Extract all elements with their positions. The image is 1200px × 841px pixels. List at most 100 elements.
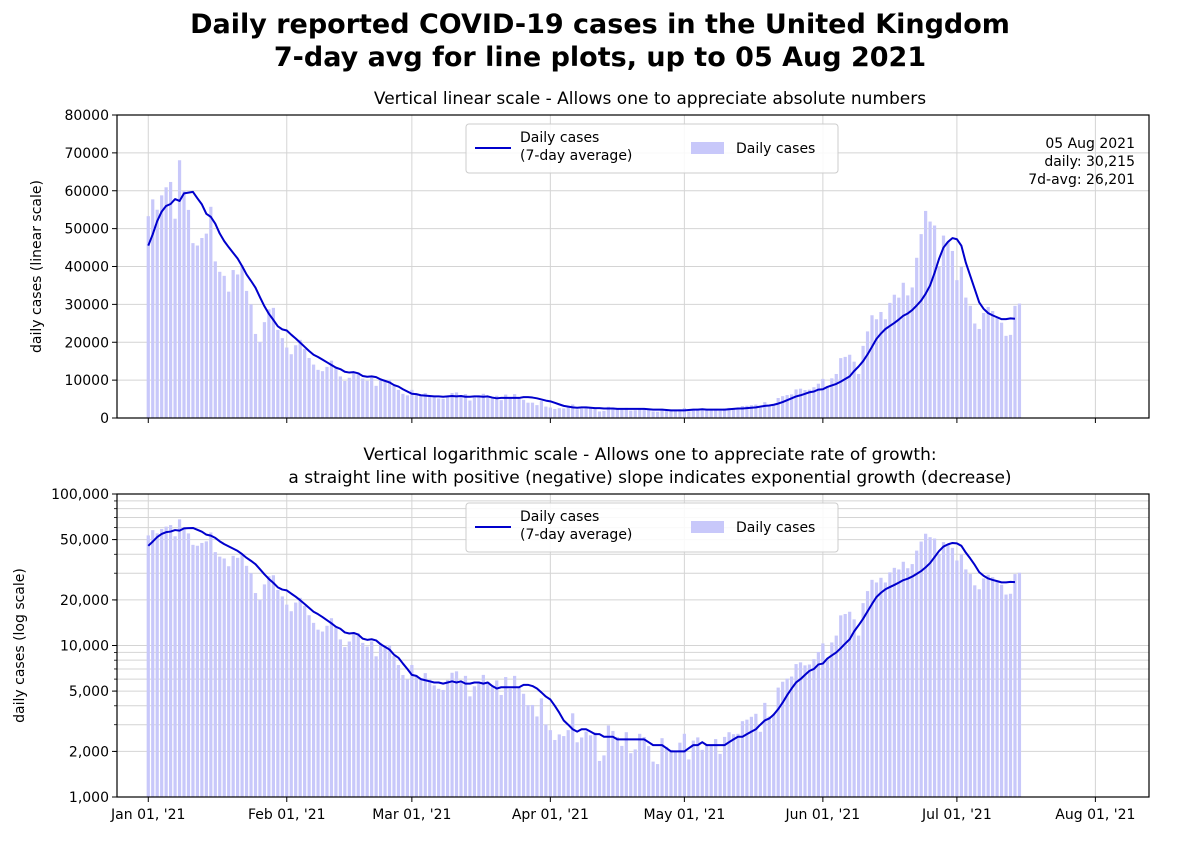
bar-daily-cases	[320, 631, 325, 797]
figure-title-line1: Daily reported COVID-19 cases in the Uni…	[190, 9, 1010, 40]
bar-daily-cases	[924, 533, 928, 797]
gridlines	[117, 114, 1149, 419]
legend: Daily cases (7-day average) Daily cases	[465, 123, 839, 174]
bar-daily-cases	[955, 280, 959, 418]
bar-daily-cases	[423, 673, 427, 797]
bar-daily-cases	[754, 404, 758, 418]
bar-daily-cases	[758, 731, 762, 797]
bar-daily-cases	[289, 611, 293, 797]
bar-daily-cases	[539, 401, 544, 418]
bar-daily-cases	[597, 760, 602, 797]
x-tick-label: May 01, '21	[643, 807, 725, 823]
bar-daily-cases	[450, 672, 454, 797]
bar-daily-cases	[606, 406, 611, 418]
bar-daily-cases	[834, 373, 838, 418]
bar-daily-cases	[928, 221, 932, 418]
bar-daily-cases	[405, 679, 409, 797]
bar-daily-cases	[682, 408, 686, 418]
bar-daily-cases	[915, 550, 919, 797]
bar-daily-cases	[504, 394, 508, 418]
bar-daily-cases	[374, 385, 378, 418]
bar-daily-cases	[620, 409, 624, 418]
bar-daily-cases	[495, 395, 499, 418]
bar-daily-cases	[370, 641, 374, 797]
bar-daily-cases	[325, 625, 329, 797]
bar-daily-cases	[874, 319, 879, 418]
daily-cases-bars	[146, 160, 1022, 418]
bar-daily-cases	[513, 675, 517, 797]
bar-daily-cases	[852, 619, 856, 797]
bar-daily-cases	[423, 393, 427, 418]
annotation-line: 7d-avg: 26,201	[1028, 172, 1135, 188]
y-tick-label: 100,000	[51, 487, 109, 503]
bar-daily-cases	[441, 689, 445, 797]
log-panel-title-line1: Vertical logarithmic scale - Allows one …	[363, 445, 936, 465]
bar-daily-cases	[186, 533, 191, 797]
bar-daily-cases	[834, 635, 838, 797]
bar-daily-cases	[669, 749, 673, 797]
bar-daily-cases	[343, 381, 347, 418]
bar-daily-cases	[1017, 572, 1022, 797]
bar-daily-cases	[258, 599, 262, 797]
bar-daily-cases	[682, 733, 686, 797]
bar-daily-cases	[642, 736, 646, 797]
bar-daily-cases	[495, 680, 499, 797]
bar-daily-cases	[919, 541, 923, 797]
bar-daily-cases	[289, 354, 293, 418]
bar-daily-cases	[280, 338, 284, 418]
bar-daily-cases	[343, 647, 347, 797]
bar-daily-cases	[807, 389, 812, 418]
bar-daily-cases	[499, 694, 503, 797]
bar-daily-cases	[678, 742, 682, 797]
bar-daily-cases	[673, 752, 678, 797]
bar-daily-cases	[696, 408, 700, 418]
bar-daily-cases	[584, 731, 588, 797]
bar-daily-cases	[736, 408, 740, 418]
bar-daily-cases	[477, 396, 481, 418]
bar-daily-cases	[218, 271, 222, 418]
bar-daily-cases	[303, 605, 307, 797]
bar-daily-cases	[539, 698, 544, 797]
bar-daily-cases	[352, 372, 356, 418]
bar-daily-cases	[1008, 593, 1013, 797]
line-7day-average	[147, 526, 1016, 753]
bar-daily-cases	[504, 677, 508, 797]
bar-daily-cases	[347, 641, 351, 797]
bar-daily-cases	[463, 394, 468, 418]
bar-daily-cases	[557, 734, 561, 797]
bar-daily-cases	[253, 593, 258, 797]
bar-daily-cases	[932, 538, 937, 797]
bar-daily-cases	[758, 407, 762, 418]
bar-daily-cases	[718, 410, 722, 418]
bar-daily-cases	[870, 315, 874, 418]
bar-daily-cases	[544, 406, 548, 418]
legend-bar-swatch	[691, 142, 724, 154]
bar-daily-cases	[481, 674, 485, 797]
x-tick-label: Apr 01, '21	[512, 807, 589, 823]
bar-daily-cases	[807, 664, 812, 797]
bar-daily-cases	[352, 633, 356, 797]
bar-daily-cases	[428, 395, 432, 418]
bar-daily-cases	[410, 665, 414, 797]
bar-daily-cases	[231, 270, 235, 418]
bar-daily-cases	[647, 746, 651, 797]
bar-daily-cases	[731, 734, 736, 797]
bar-daily-cases	[915, 257, 919, 418]
bar-daily-cases	[356, 372, 360, 418]
bar-daily-cases	[459, 681, 463, 797]
linear-panel-title: Vertical linear scale - Allows one to ap…	[374, 89, 926, 109]
y-tick-label: 2,000	[69, 744, 109, 760]
bar-daily-cases	[454, 671, 459, 797]
bar-daily-cases	[320, 371, 325, 418]
bar-daily-cases	[651, 411, 655, 418]
bar-daily-cases	[298, 339, 302, 418]
bar-daily-cases	[182, 190, 186, 418]
bar-daily-cases	[959, 266, 963, 418]
bar-daily-cases	[307, 615, 311, 797]
x-tick-label: Aug 01, '21	[1055, 807, 1135, 823]
bar-daily-cases	[691, 409, 695, 418]
bar-daily-cases	[937, 554, 941, 797]
bar-daily-cases	[383, 380, 387, 418]
x-tick-label: Mar 01, '21	[372, 807, 451, 823]
